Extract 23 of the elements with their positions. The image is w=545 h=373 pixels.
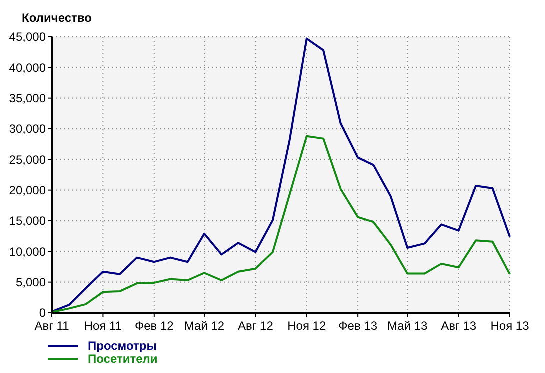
y-tick-label: 35,000 (9, 92, 46, 106)
x-tick-label: Май 13 (388, 319, 428, 333)
y-axis-title: Количество (22, 11, 92, 25)
x-tick-label: Авг 13 (441, 319, 477, 333)
x-tick-label: Май 12 (184, 319, 225, 333)
y-tick-label: 20,000 (9, 184, 46, 198)
x-tick-label: Ноя 12 (288, 319, 326, 333)
x-tick-label: Фев 12 (134, 319, 174, 333)
legend-label: Просмотры (88, 339, 158, 353)
x-tick-label: Ноя 11 (84, 319, 122, 333)
y-tick-label: 15,000 (9, 214, 46, 228)
y-tick-label: 40,000 (9, 60, 46, 75)
x-tick-label: Ноя 13 (490, 319, 530, 333)
y-tick-label: 10,000 (9, 244, 46, 259)
y-tick-label: 5,000 (16, 276, 46, 290)
y-tick-label: 45,000 (9, 30, 46, 44)
x-tick-label: Авг 11 (34, 319, 70, 333)
legend-label: Посетители (88, 352, 158, 366)
y-tick-label: 30,000 (9, 122, 46, 136)
x-tick-label: Фев 13 (338, 319, 378, 333)
y-tick-label: 0 (39, 306, 46, 320)
x-tick-label: Авг 12 (238, 319, 274, 333)
y-tick-label: 25,000 (9, 152, 46, 167)
